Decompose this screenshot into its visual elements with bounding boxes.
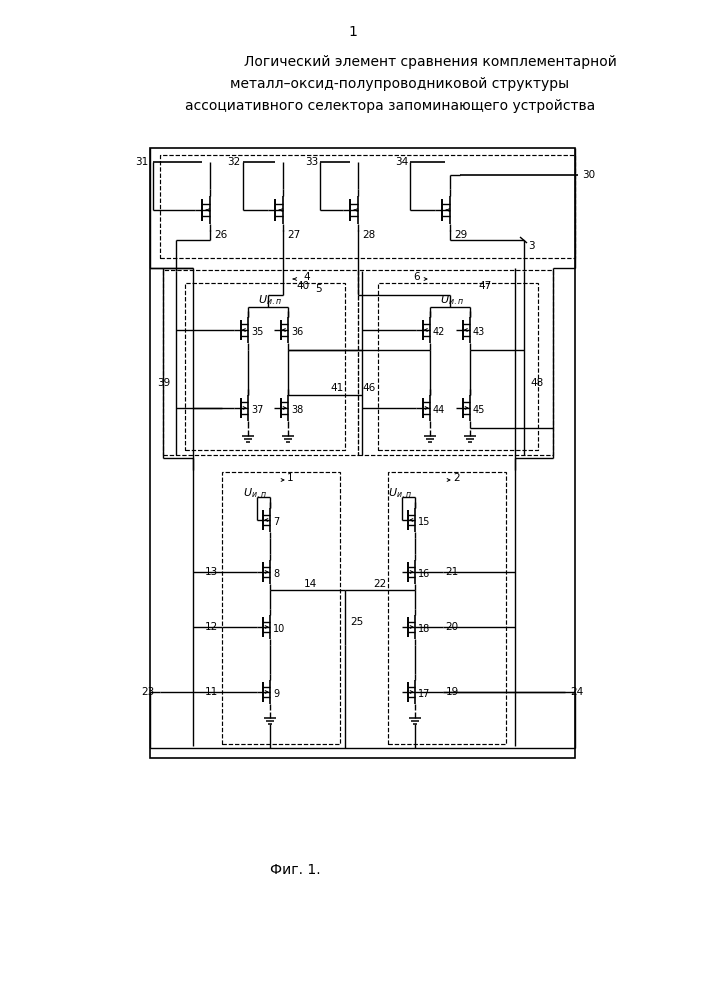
Text: 25: 25 [350,617,363,627]
Text: 22: 22 [373,579,387,589]
Text: 17: 17 [418,689,431,699]
Bar [222,472,340,744]
Bar [185,283,345,450]
Text: 27: 27 [287,230,300,240]
Text: 43: 43 [473,327,485,337]
Text: 10: 10 [273,624,285,634]
Text: 35: 35 [251,327,264,337]
Bar [378,283,538,450]
Bar [160,155,575,258]
Text: 32: 32 [227,157,240,167]
Text: 38: 38 [291,405,303,415]
Text: 1: 1 [349,25,358,39]
Text: 37: 37 [251,405,264,415]
Text: 45: 45 [473,405,486,415]
Text: 33: 33 [305,157,318,167]
Text: 41: 41 [331,383,344,393]
Bar [358,270,553,455]
Text: 40: 40 [296,281,309,291]
Text: 5: 5 [315,284,322,294]
Bar [163,270,358,455]
Text: Фиг. 1.: Фиг. 1. [269,863,320,877]
Text: $U_{и.п}$: $U_{и.п}$ [388,486,412,500]
Text: 15: 15 [418,517,431,527]
Text: 34: 34 [395,157,408,167]
Text: 3: 3 [528,241,534,251]
Text: 13: 13 [205,567,218,577]
Text: 24: 24 [570,687,583,697]
Text: $U_{и.п}$: $U_{и.п}$ [440,293,464,307]
Text: 31: 31 [135,157,148,167]
Text: 39: 39 [157,378,170,388]
Text: 46: 46 [362,383,375,393]
Text: 2: 2 [453,473,460,483]
Text: 36: 36 [291,327,303,337]
Text: 4: 4 [303,272,310,282]
Text: 28: 28 [362,230,375,240]
Text: 7: 7 [273,517,279,527]
Text: 18: 18 [418,624,431,634]
Text: 23: 23 [141,687,155,697]
Text: 14: 14 [303,579,317,589]
Text: Логический элемент сравнения комплементарной: Логический элемент сравнения комплемента… [244,55,617,69]
Bar [150,148,575,758]
Text: 30: 30 [582,170,595,180]
Bar [388,472,506,744]
Text: 19: 19 [445,687,459,697]
Text: 44: 44 [433,405,445,415]
Text: $U_{и.п}$: $U_{и.п}$ [243,486,267,500]
Text: 8: 8 [273,569,279,579]
Text: 48: 48 [530,378,543,388]
Text: 21: 21 [445,567,459,577]
Text: $U_{и.п}$: $U_{и.п}$ [258,293,282,307]
Text: 47: 47 [478,281,491,291]
Text: 29: 29 [454,230,467,240]
Text: ассоциативного селектора запоминающего устройства: ассоциативного селектора запоминающего у… [185,99,595,113]
Text: 1: 1 [287,473,293,483]
Text: металл–оксид-полупроводниковой структуры: металл–оксид-полупроводниковой структуры [230,77,570,91]
Text: 6: 6 [414,272,420,282]
Text: 42: 42 [433,327,445,337]
Text: 20: 20 [445,622,459,632]
Text: 11: 11 [205,687,218,697]
Text: 9: 9 [273,689,279,699]
Text: 16: 16 [418,569,431,579]
Text: 26: 26 [214,230,227,240]
Text: 12: 12 [205,622,218,632]
